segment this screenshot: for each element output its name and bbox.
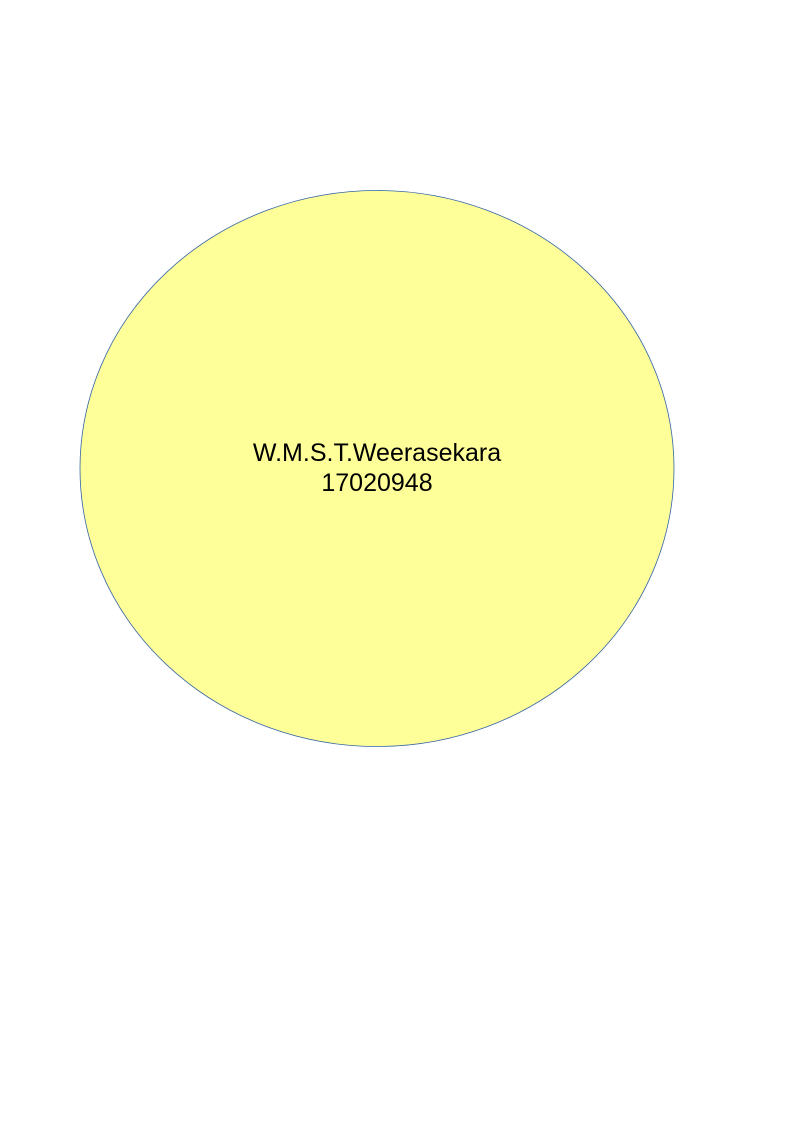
ellipse-label: W.M.S.T.Weerasekara 17020948 [80,438,674,498]
id-number-text: 17020948 [321,469,433,497]
yellow-ellipse-shape[interactable] [79,190,675,747]
name-text: W.M.S.T.Weerasekara [252,439,502,467]
